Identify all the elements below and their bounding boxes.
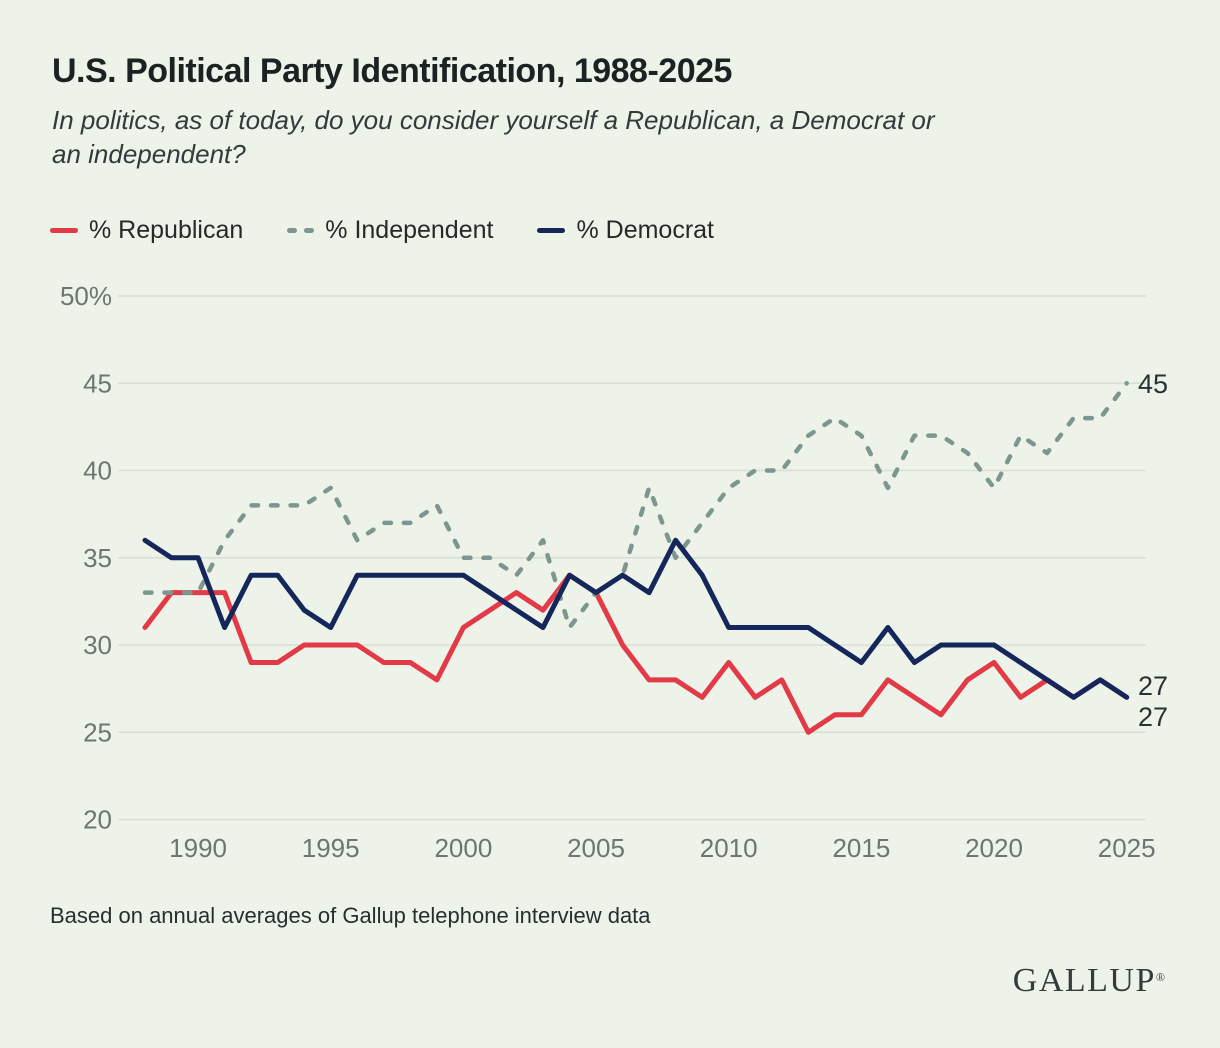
legend-item-independent: % Independent bbox=[287, 216, 493, 245]
y-axis-label-40: 40 bbox=[83, 456, 112, 486]
republican-line-swatch bbox=[50, 228, 78, 233]
legend-item-democrat: % Democrat bbox=[537, 216, 714, 245]
chart-legend: % Republican % Independent % Democrat bbox=[50, 216, 714, 245]
y-axis-label-30: 30 bbox=[83, 630, 112, 660]
series-line-independent bbox=[142, 381, 1129, 630]
x-axis-label-2015: 2015 bbox=[832, 833, 890, 863]
y-axis-label-35: 35 bbox=[83, 543, 112, 573]
x-axis-label-1990: 1990 bbox=[169, 833, 227, 863]
y-axis-label-45: 45 bbox=[83, 368, 112, 398]
democrat-line-swatch bbox=[537, 228, 566, 233]
y-axis-label-20: 20 bbox=[83, 805, 112, 835]
legend-item-republican: % Republican bbox=[50, 216, 243, 245]
series-line-democrat bbox=[142, 537, 1130, 700]
legend-label-democrat: % Democrat bbox=[576, 216, 715, 244]
legend-label-republican: % Republican bbox=[89, 216, 244, 244]
page-title: U.S. Political Party Identification, 198… bbox=[52, 52, 732, 90]
x-axis-label-2010: 2010 bbox=[700, 833, 758, 863]
x-axis-label-2005: 2005 bbox=[567, 833, 625, 863]
registered-trademark-icon: ® bbox=[1155, 970, 1165, 984]
end-label-democrat: 27 bbox=[1138, 671, 1168, 701]
end-label-republican: 27 bbox=[1138, 702, 1168, 732]
x-axis-label-2025: 2025 bbox=[1098, 833, 1156, 863]
y-axis-label-25: 25 bbox=[83, 717, 112, 747]
legend-label-independent: % Independent bbox=[325, 216, 494, 244]
end-label-independent: 45 bbox=[1138, 369, 1168, 399]
subtitle-line-2: an independent? bbox=[52, 139, 246, 169]
x-axis-label-1995: 1995 bbox=[302, 833, 360, 863]
subtitle-line-1: In politics, as of today, do you conside… bbox=[52, 105, 935, 135]
gallup-logo: GALLUP® bbox=[1012, 962, 1165, 999]
source-note: Based on annual averages of Gallup telep… bbox=[50, 903, 651, 928]
chart-subtitle-question: In politics, as of today, do you conside… bbox=[52, 103, 935, 171]
independent-dashed-swatch bbox=[287, 228, 315, 233]
x-axis-label-2000: 2000 bbox=[434, 833, 492, 863]
x-axis-label-2020: 2020 bbox=[965, 833, 1023, 863]
series-line-republican bbox=[142, 572, 1130, 735]
y-axis-label-50: 50% bbox=[60, 281, 112, 311]
